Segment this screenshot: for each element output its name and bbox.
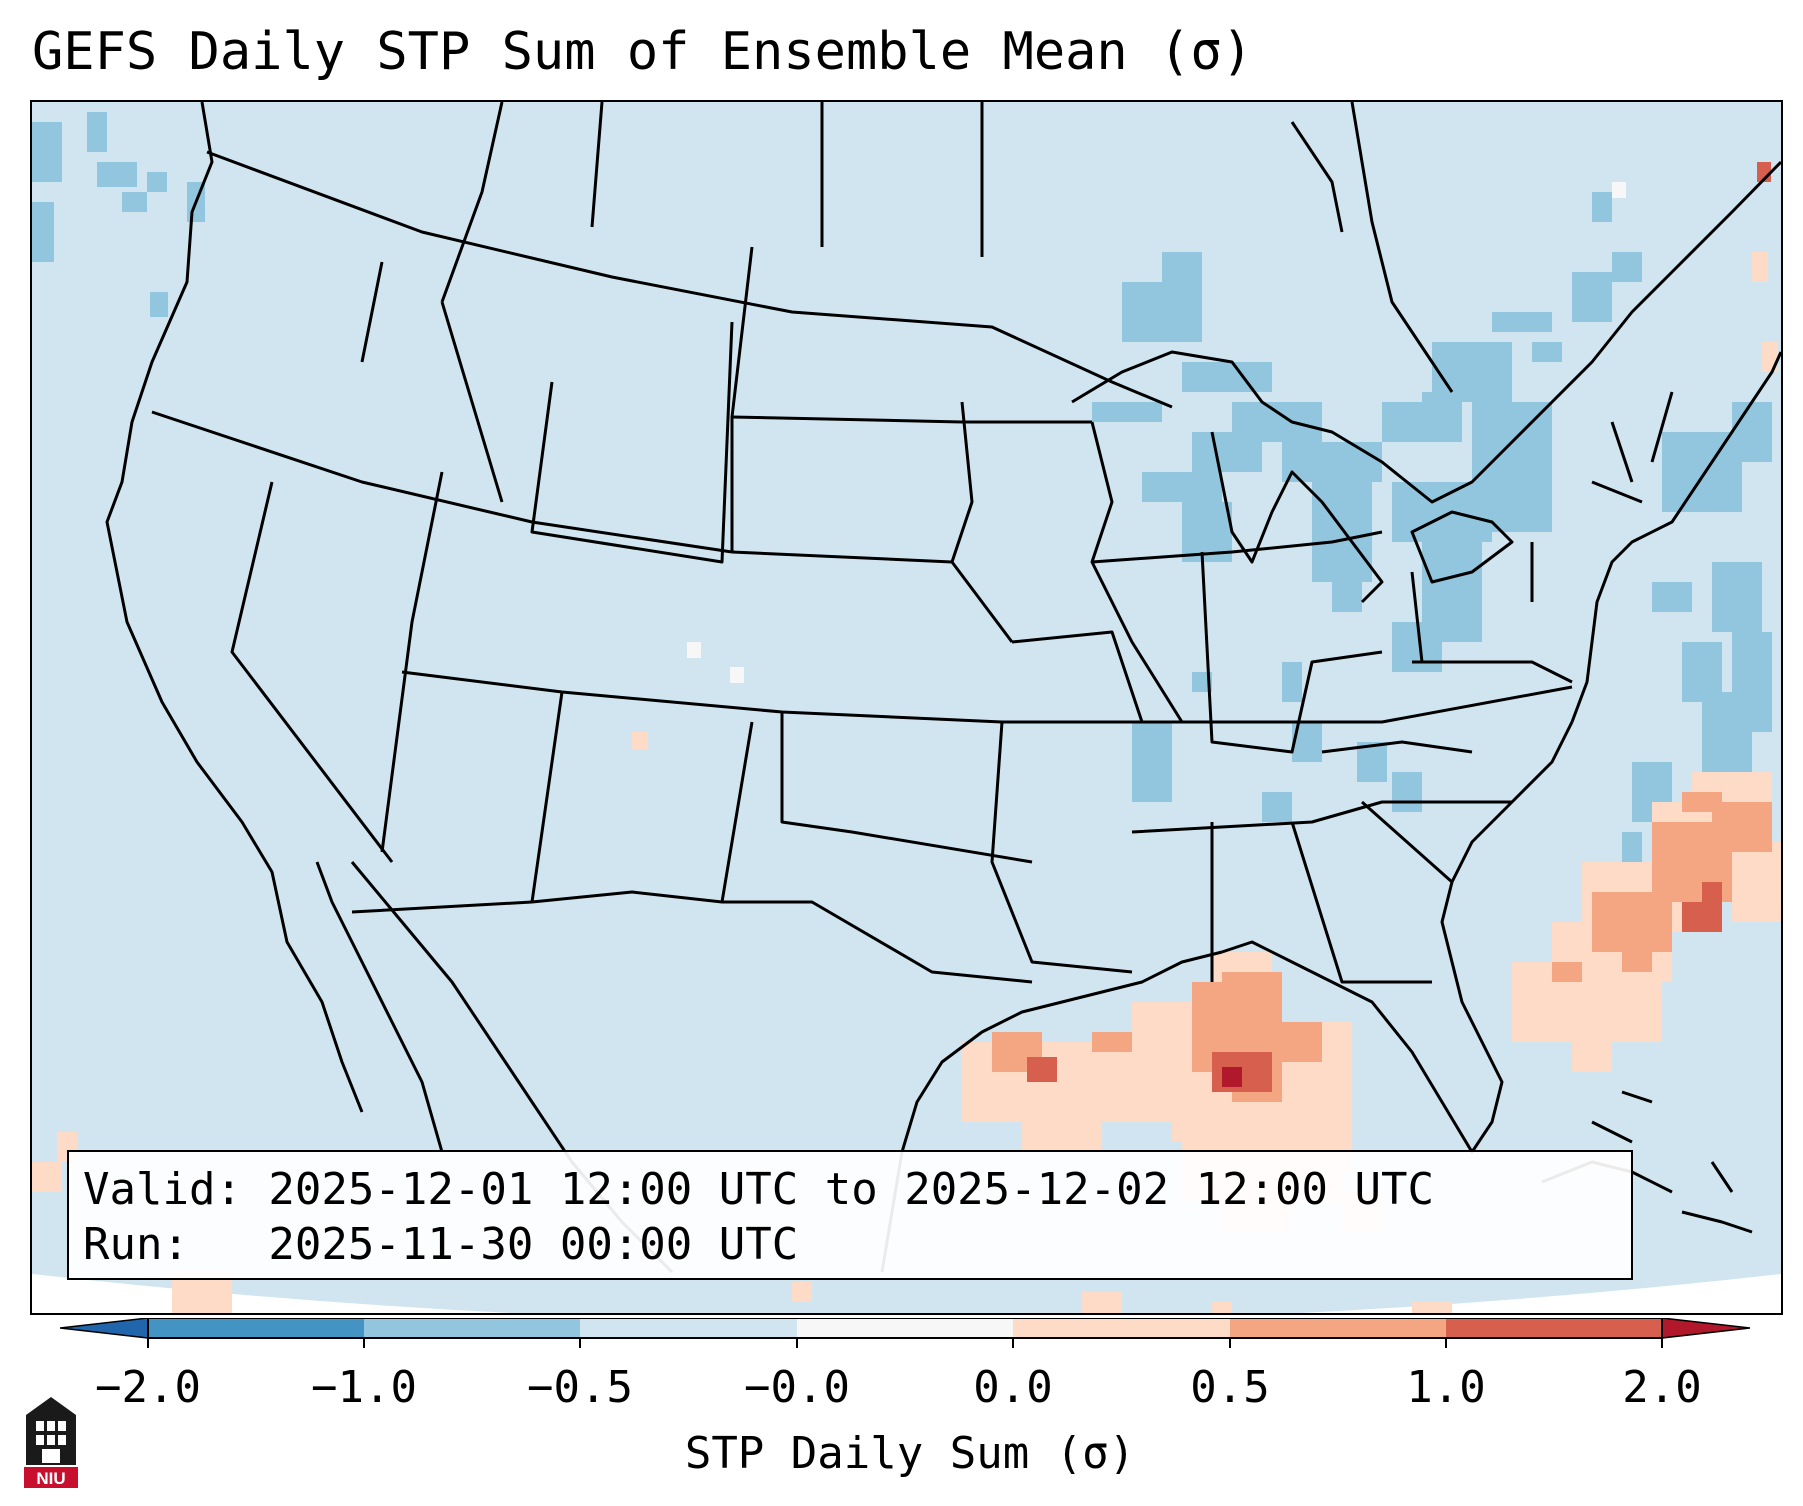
colorbar-bin-1 xyxy=(148,1318,364,1338)
colorbar-extend-high xyxy=(1661,1318,1750,1339)
colorbar-label: STP Daily Sum (σ) xyxy=(684,1428,1136,1479)
logo-text: NIU xyxy=(36,1469,65,1488)
geographic-outlines xyxy=(105,102,1781,1274)
colorbar-bin-4 xyxy=(797,1318,1013,1338)
colorbar-tick-label: −1.0 xyxy=(311,1362,417,1413)
near-zero-cells xyxy=(687,182,1626,683)
colorbar xyxy=(60,1318,1750,1348)
colorbar-tick-label: −0.5 xyxy=(527,1362,633,1413)
colorbar-tick-label: 1.0 xyxy=(1406,1362,1486,1413)
field-background xyxy=(32,102,1781,1313)
colorbar-extend-low xyxy=(60,1318,149,1339)
map-title: GEFS Daily STP Sum of Ensemble Mean (σ) xyxy=(32,22,1253,82)
stp-map xyxy=(32,102,1781,1313)
colorbar-bin-3 xyxy=(580,1318,797,1338)
colorbar-tick-label: 0.5 xyxy=(1190,1362,1270,1413)
colorbar-bin-7 xyxy=(1446,1318,1662,1338)
niu-tower-logo-icon: NIU xyxy=(24,1397,78,1488)
valid-time-box: Valid: 2025-12-01 12:00 UTC to 2025-12-0… xyxy=(67,1150,1633,1280)
map-panel[interactable] xyxy=(30,100,1783,1315)
colorbar-tick-label: −0.0 xyxy=(744,1362,850,1413)
colorbar-bin-5 xyxy=(1013,1318,1230,1338)
colorbar-tick-label: 0.0 xyxy=(973,1362,1053,1413)
valid-line: Valid: 2025-12-01 12:00 UTC to 2025-12-0… xyxy=(83,1164,1435,1215)
run-line: Run: 2025-11-30 00:00 UTC xyxy=(83,1219,799,1270)
colorbar-bin-2 xyxy=(364,1318,580,1338)
colorbar-tick-label: −2.0 xyxy=(95,1362,201,1413)
colorbar-tick-label: 2.0 xyxy=(1622,1362,1702,1413)
colorbar-tick-marks xyxy=(147,1338,1663,1348)
colorbar-bin-6 xyxy=(1230,1318,1446,1338)
